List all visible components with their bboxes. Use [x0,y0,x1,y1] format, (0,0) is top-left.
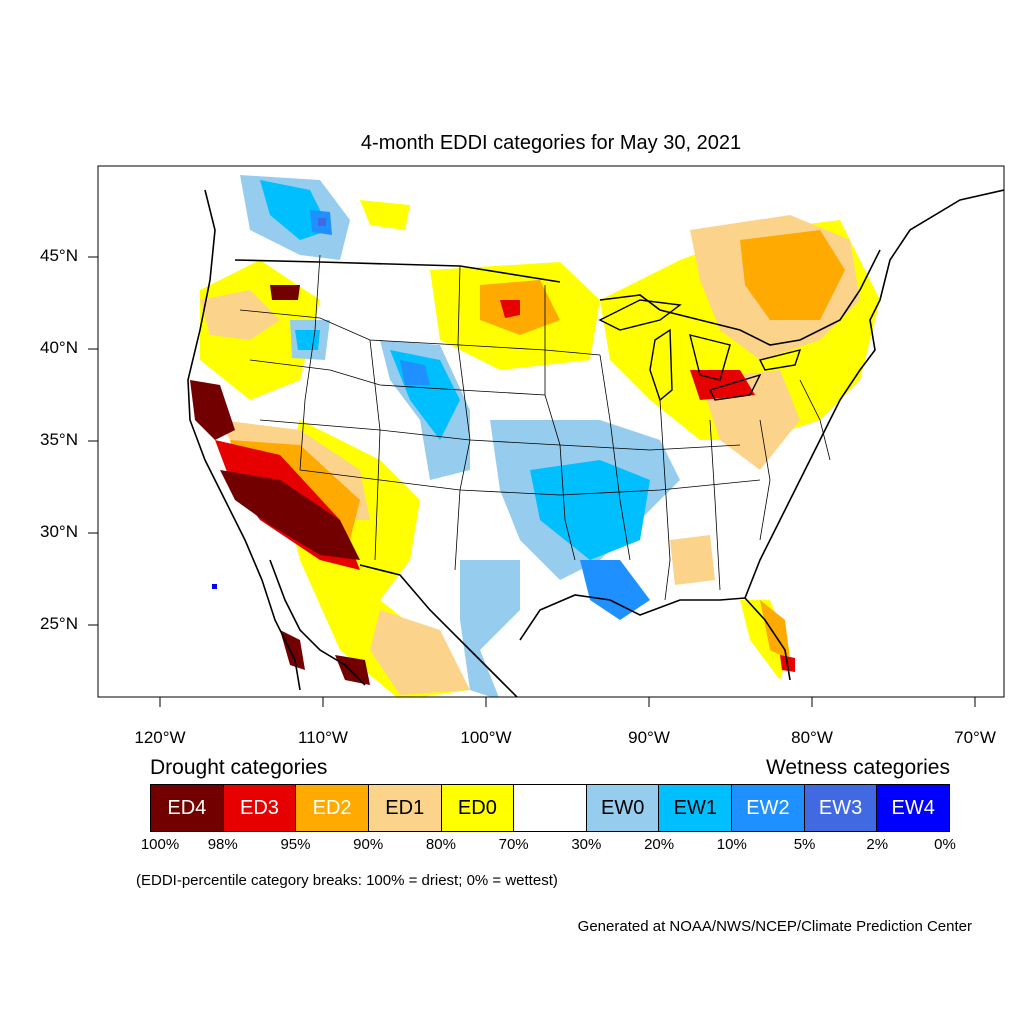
ed4-areas [190,285,370,685]
legend-break-label: 70% [498,836,529,853]
legend-break-label: 0% [934,836,956,853]
legend-break-label: 10% [716,836,747,853]
legend-break-label: 80% [425,836,456,853]
legend-colorbar: ED4 ED3 ED2 ED1 ED0 EW0 EW1 EW2 EW3 EW4 [150,784,950,832]
legend-cell-ed4: ED4 [151,785,224,831]
state-borders [239,254,831,601]
map-title: 4-month EDDI categories for May 30, 2021 [360,132,742,154]
lon-label-110: 110°W [298,728,348,747]
lon-label-120: 120°W [134,728,186,747]
credit-line: Generated at NOAA/NWS/NCEP/Climate Predi… [577,918,972,935]
lat-label-30: 30°N [40,522,78,541]
legend-break-label: 20% [644,836,675,853]
legend-break-label: 100% [140,836,180,853]
legend-cell-ew4: EW4 [877,785,950,831]
legend-cell-ew1: EW1 [659,785,733,831]
lon-label-100: 100°W [460,728,512,747]
legend-break-label: 5% [793,836,816,853]
lat-label-25: 25°N [40,614,78,633]
legend-cell-ed1: ED1 [368,785,442,831]
legend-break-label: 98% [207,836,238,853]
legend-cell-ew2: EW2 [732,785,805,831]
legend-cell-ew0: EW0 [586,785,660,831]
lon-label-70: 70°W [954,728,996,747]
drought-heading: Drought categories [150,756,328,779]
lat-label-45: 45°N [40,246,78,265]
legend-cell-ed2: ED2 [296,785,369,831]
lon-label-80: 80°W [791,728,833,747]
axis-ticks [88,256,976,707]
map-field [185,175,1004,697]
legend-break-label: 95% [280,836,311,853]
wetness-heading: Wetness categories [765,756,950,779]
great-lakes [598,299,802,402]
map-frame [97,165,1005,698]
legend-cell-ew3: EW3 [804,785,878,831]
lat-label-40: 40°N [40,338,78,357]
legend-break-label: 90% [353,836,384,853]
lat-label-35: 35°N [40,430,78,449]
legend-cell-ed3: ED3 [223,785,297,831]
ew3-speck [318,218,326,226]
ew4-speck [212,584,217,589]
breaks-note: (EDDI-percentile category breaks: 100% =… [136,872,558,889]
lon-label-90: 90°W [628,728,670,747]
coastline [187,189,1004,697]
legend-cell-ed0: ED0 [441,785,515,831]
legend-cell-neutral [514,785,587,831]
legend-break-label: 30% [571,836,602,853]
legend-break-label: 2% [866,836,889,853]
